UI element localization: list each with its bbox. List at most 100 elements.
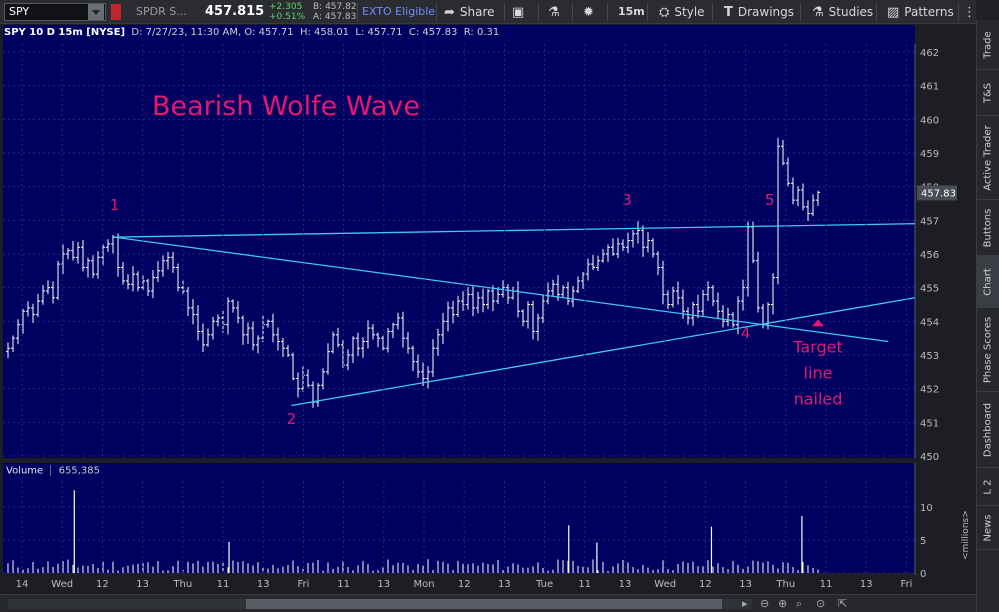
share-icon: ➦ (444, 4, 455, 20)
timeframe-button[interactable]: 15m (618, 5, 645, 18)
candle (696, 294, 700, 319)
volume-header: Volume 655,385 (6, 465, 100, 477)
tab-active-trader[interactable]: Active Trader (977, 116, 999, 200)
flask-button[interactable]: ⚗ (548, 0, 565, 24)
tab-label: Chart (982, 267, 994, 296)
tab-trade[interactable]: Trade (977, 20, 999, 70)
tab-phase-scores[interactable]: Phase Scores (977, 308, 999, 392)
candle (166, 251, 170, 270)
candle (161, 255, 165, 277)
zoom-out-icon[interactable]: ⊖ (760, 597, 770, 610)
current-price-tag: 457.83 (917, 185, 957, 201)
drawings-button[interactable]: T Drawings (724, 0, 794, 24)
price-pane-header (3, 25, 915, 44)
candle (101, 244, 105, 266)
zoom-box-icon[interactable]: ⌕ (796, 597, 803, 610)
time-tick-label: 13 (498, 579, 511, 590)
candle (391, 322, 395, 339)
alert-flag-icon[interactable] (111, 4, 121, 20)
target-annotation: line (804, 364, 833, 383)
candle (421, 362, 425, 386)
chart-title: SPY 10 D 15m [NYSE] (4, 27, 126, 38)
reset-zoom-icon[interactable]: ⊙ (816, 597, 826, 610)
net-change: +2.305 (269, 2, 303, 12)
scroll-right-arrow-icon[interactable]: ▸ (742, 597, 748, 610)
candle (336, 327, 340, 348)
candle (591, 254, 595, 271)
candle (426, 366, 430, 389)
watchlist-button[interactable]: ▣ (512, 0, 529, 24)
wave-point-label: 1 (110, 196, 120, 214)
chart-canvas[interactable]: 450451452453454455456457458459460461462 … (0, 0, 976, 594)
settings-button[interactable]: ✹ (583, 0, 599, 24)
candle (716, 292, 720, 320)
volume-pane[interactable] (3, 481, 915, 573)
wave-point-label: 5 (765, 191, 775, 209)
candle (676, 281, 680, 305)
bid-ask: B: 457.82 A: 457.83 (313, 2, 357, 22)
candle (481, 288, 485, 313)
style-button[interactable]: ⛭ Style (659, 0, 705, 24)
time-tick-label: 11 (578, 579, 591, 590)
volume-tick-label: 0 (920, 569, 926, 580)
tab-chart[interactable]: Chart (977, 256, 999, 308)
tab-level-2[interactable]: L 2 (977, 468, 999, 506)
candle (686, 307, 690, 325)
zoom-in-icon[interactable]: ⊕ (778, 597, 788, 610)
candle (16, 319, 20, 345)
candle (546, 282, 550, 305)
candle (466, 287, 470, 310)
candle (596, 255, 600, 272)
candle (106, 239, 110, 252)
tab-time-and-sales[interactable]: T&S (977, 70, 999, 116)
studies-button[interactable]: ⚗ Studies (812, 0, 873, 24)
chart-header: SPY 10 D 15m [NYSE] D: 7/27/23, 11:30 AM… (4, 27, 500, 38)
candle (151, 270, 155, 299)
candle (741, 279, 745, 311)
style-label: Style (674, 5, 705, 19)
candle (366, 320, 370, 349)
cursor-icon[interactable]: ⇱ (838, 597, 848, 610)
style-icon: ⛭ (659, 4, 670, 20)
wave-point-label: 2 (287, 410, 297, 428)
candle (96, 251, 100, 279)
candle (561, 285, 565, 298)
patterns-button[interactable]: ▨ Patterns (887, 0, 954, 24)
more-button[interactable]: ⋮ (963, 0, 981, 24)
target-arrow-icon (811, 319, 824, 327)
trendline[interactable] (291, 297, 916, 407)
symbol-input[interactable]: SPY (4, 3, 106, 21)
candle (241, 315, 245, 345)
share-button[interactable]: ➦ Share (444, 0, 495, 24)
top-toolbar: SPY SPDR S... 457.815 +2.305 +0.51% B: 4… (0, 0, 976, 24)
candle (81, 239, 85, 272)
bar-date: D: 7/27/23, 11:30 AM (131, 27, 239, 38)
candle (146, 278, 150, 297)
volume-label: Volume (6, 465, 44, 477)
candle (816, 190, 820, 206)
exto-eligible-link[interactable]: EXTO Eligible (362, 5, 436, 18)
patterns-label: Patterns (904, 5, 954, 19)
time-scrollbar[interactable]: ▸ ⊖ ⊕ ⌕ ⊙ ⇱ (0, 594, 976, 612)
tab-buttons[interactable]: Buttons (977, 200, 999, 256)
candle (316, 383, 320, 407)
tab-dashboard[interactable]: Dashboard (977, 392, 999, 468)
bar-open: O: 457.71 (244, 27, 294, 38)
candle (286, 345, 290, 357)
trendline[interactable] (114, 223, 916, 238)
candle (541, 294, 545, 323)
price-tick-label: 462 (920, 48, 939, 59)
symbol-dropdown-icon[interactable] (88, 4, 104, 20)
tab-label: Trade (982, 30, 994, 59)
time-tick-label: 12 (96, 579, 109, 590)
candle (521, 309, 525, 327)
candle (36, 293, 40, 317)
candle (601, 249, 605, 263)
tab-news[interactable]: News (977, 506, 999, 550)
scrollbar-thumb[interactable] (246, 599, 722, 609)
candle (191, 298, 195, 325)
share-label: Share (459, 5, 495, 19)
candle (226, 297, 230, 335)
target-annotation: Target (792, 338, 843, 357)
